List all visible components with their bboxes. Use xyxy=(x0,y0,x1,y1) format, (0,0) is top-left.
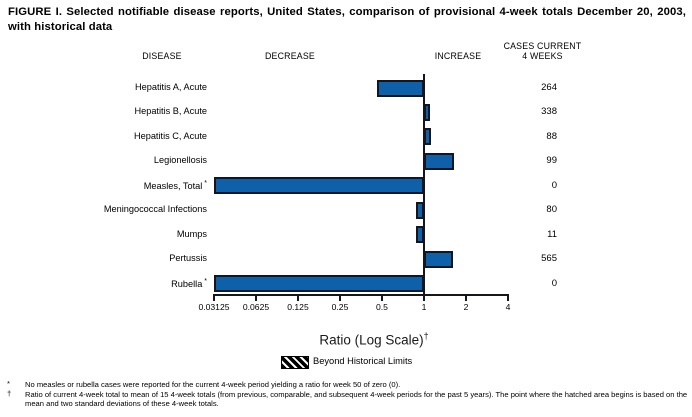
cases-value: 338 xyxy=(541,106,557,118)
x-axis-tick-label: 0.0625 xyxy=(242,302,270,312)
ratio-bar xyxy=(415,226,424,244)
cases-value: 565 xyxy=(541,253,557,265)
cases-value: 11 xyxy=(547,228,557,240)
disease-label: Pertussis xyxy=(169,253,207,264)
disease-label: Measles, Total * xyxy=(143,179,207,191)
column-header-increase: INCREASE xyxy=(434,51,482,61)
x-axis-tick-label: 0.5 xyxy=(376,302,388,312)
x-axis-tick xyxy=(213,296,215,301)
legend-label: Beyond Historical Limits xyxy=(313,356,413,366)
footnotes: * No measles or rubella cases were repor… xyxy=(6,379,688,409)
disease-label: Hepatitis C, Acute xyxy=(133,130,207,141)
x-axis-tick-label: 1 xyxy=(421,302,427,312)
disease-label: Meningococcal Infections xyxy=(103,204,207,215)
footnote-text: Ratio of current 4-week total to mean of… xyxy=(25,389,688,409)
ratio-bar xyxy=(424,128,432,146)
footnote-asterisk: * No measles or rubella cases were repor… xyxy=(6,379,688,390)
ratio-bar xyxy=(214,275,424,293)
x-axis-line xyxy=(213,294,509,296)
ratio-bar xyxy=(214,177,424,195)
cases-value: 264 xyxy=(541,82,557,93)
x-axis-tick-label: 4 xyxy=(505,302,511,312)
cases-value: 99 xyxy=(546,155,557,167)
disease-flag: * xyxy=(202,179,207,187)
ratio-bar xyxy=(415,201,424,219)
disease-label: Hepatitis A, Acute xyxy=(134,82,207,92)
x-axis-tick xyxy=(255,296,257,301)
cases-value: 0 xyxy=(551,179,557,191)
x-axis-title-dagger: † xyxy=(423,331,429,341)
x-axis-tick-label: 0.125 xyxy=(287,302,309,312)
x-axis-tick xyxy=(339,296,341,301)
legend-hatched-swatch xyxy=(281,356,309,369)
x-axis-tick xyxy=(507,296,509,301)
cases-value: 88 xyxy=(546,130,557,142)
x-axis-tick-label: 0.03125 xyxy=(198,302,230,312)
footnote-marker: † xyxy=(7,388,12,398)
cases-value: 80 xyxy=(546,204,557,216)
ratio-bar xyxy=(376,79,424,97)
disease-flag: * xyxy=(202,277,207,285)
column-header-cases-line1: CASES CURRENT xyxy=(503,41,582,51)
x-axis-tick xyxy=(381,296,383,301)
disease-label: Hepatitis B, Acute xyxy=(134,106,207,117)
ratio-bar xyxy=(424,250,454,268)
footnote-marker: * xyxy=(7,379,10,388)
footnote-text: No measles or rubella cases were reporte… xyxy=(25,380,401,389)
figure-title: FIGURE I. Selected notifiable disease re… xyxy=(8,6,686,33)
footnote-dagger: † Ratio of current 4-week total to mean … xyxy=(6,388,688,409)
x-axis-tick-label: 2 xyxy=(463,302,469,312)
ratio-bar xyxy=(424,103,430,121)
disease-label: Legionellosis xyxy=(153,155,207,166)
x-axis-tick-label: 0.25 xyxy=(331,302,349,312)
x-axis-title: Ratio (Log Scale)† xyxy=(214,331,534,348)
disease-label: Rubella * xyxy=(171,277,207,289)
column-header-decrease: DECREASE xyxy=(265,51,315,61)
x-axis-tick xyxy=(465,296,467,301)
x-axis-tick xyxy=(423,296,425,301)
column-header-disease: DISEASE xyxy=(142,51,182,61)
cases-value: 0 xyxy=(551,277,557,289)
column-header-cases-line2: 4 WEEKS xyxy=(522,51,563,61)
baseline-ratio-1 xyxy=(423,74,425,296)
x-axis-tick xyxy=(297,296,299,301)
x-axis-title-text: Ratio (Log Scale) xyxy=(319,332,424,348)
disease-label: Mumps xyxy=(176,228,207,239)
ratio-bar xyxy=(424,152,454,170)
